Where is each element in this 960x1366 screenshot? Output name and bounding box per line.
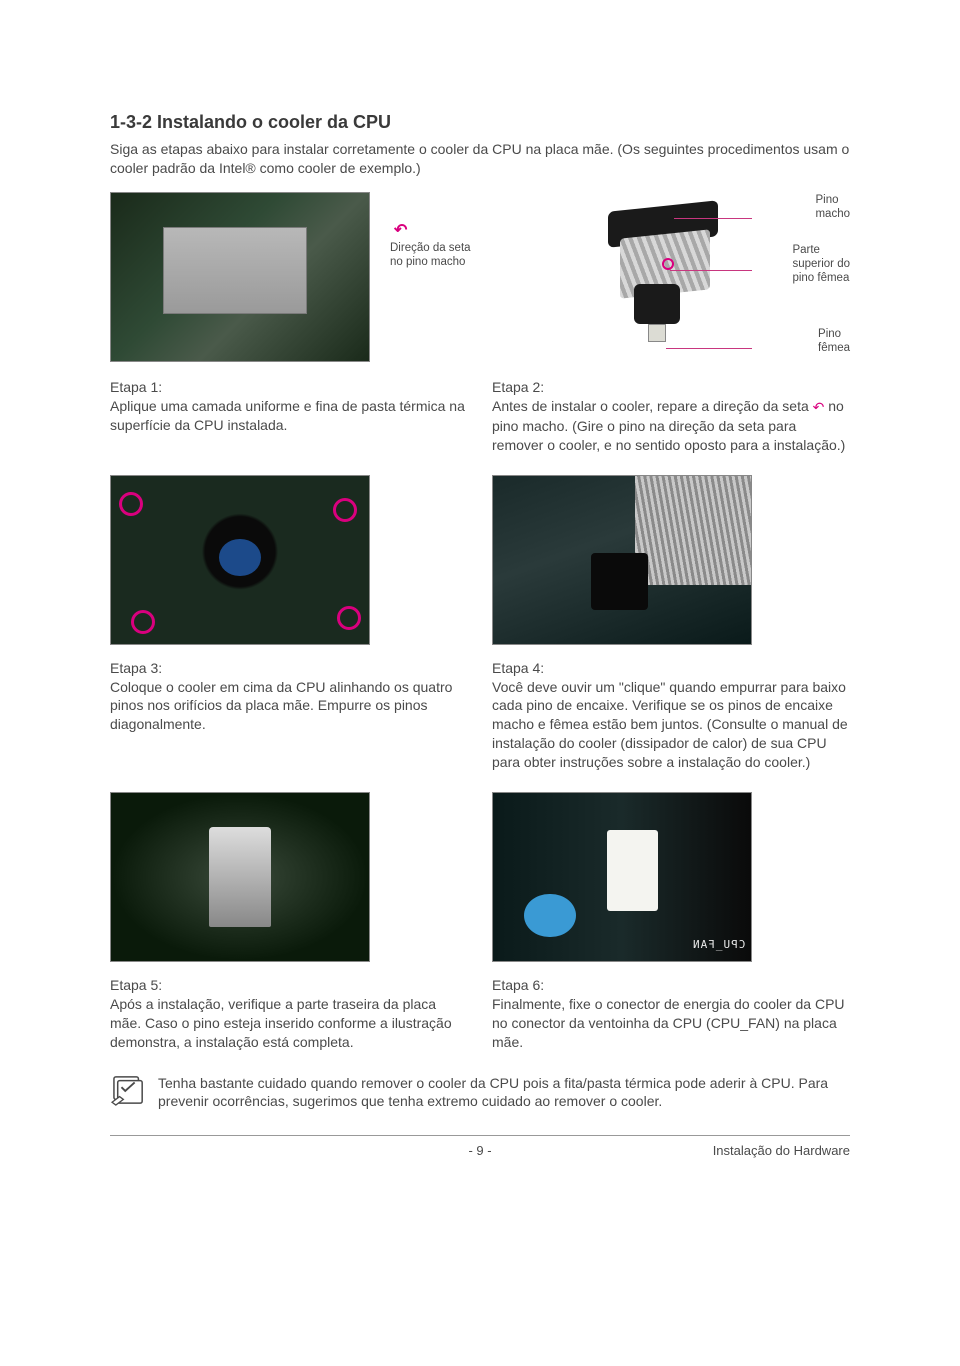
step-1: Etapa 1: Aplique uma camada uniforme e f…: [110, 378, 468, 461]
photo-step4-push-pin: [492, 475, 752, 645]
step-3-title: Etapa 3:: [110, 660, 162, 676]
inline-arrow-icon: ↶: [813, 399, 825, 415]
step-5: Etapa 5: Após a instalação, verifique a …: [110, 976, 468, 1058]
caution-note: Tenha bastante cuidado quando remover o …: [110, 1072, 850, 1114]
photo-step5-rear-pin: [110, 792, 370, 962]
page-number: - 9 -: [468, 1142, 491, 1160]
photo-step1-cpu-socket: [110, 192, 370, 362]
note-icon: [110, 1074, 148, 1106]
label-pin-male: Pino macho: [815, 194, 850, 222]
arrow-direction-label: Direção da seta no pino macho: [390, 242, 471, 270]
step-4-title: Etapa 4:: [492, 660, 544, 676]
photo-step3-cooler-on-cpu: [110, 475, 370, 645]
photo-step6-cpu-fan-header: CPU_FAN: [492, 792, 752, 962]
section-heading: 1-3-2 Instalando o cooler da CPU: [110, 110, 850, 134]
step-3-body: Coloque o cooler em cima da CPU alinhand…: [110, 679, 452, 733]
steps-row-5-6: Etapa 5: Após a instalação, verifique a …: [110, 976, 850, 1058]
step-1-body: Aplique uma camada uniforme e fina de pa…: [110, 398, 465, 433]
step-5-title: Etapa 5:: [110, 977, 162, 993]
step-2-title: Etapa 2:: [492, 379, 544, 395]
step-6: Etapa 6: Finalmente, fixe o conector de …: [492, 976, 850, 1058]
label-pin-female: Pino fêmea: [818, 328, 850, 356]
footer-section: Instalação do Hardware: [713, 1142, 850, 1160]
arrow-curve-icon: ↶: [394, 220, 407, 242]
note-text: Tenha bastante cuidado quando remover o …: [158, 1074, 850, 1112]
steps-row-1-2: Etapa 1: Aplique uma camada uniforme e f…: [110, 378, 850, 461]
diagram-row: ↶ Direção da seta no pino macho Pino mac…: [110, 192, 850, 372]
cooler-pin-diagram: ↶ Direção da seta no pino macho Pino mac…: [390, 192, 850, 372]
steps-row-3-4: Etapa 3: Coloque o cooler em cima da CPU…: [110, 659, 850, 778]
step-3: Etapa 3: Coloque o cooler em cima da CPU…: [110, 659, 468, 778]
step-6-body: Finalmente, fixe o conector de energia d…: [492, 996, 845, 1050]
intro-paragraph: Siga as etapas abaixo para instalar corr…: [110, 140, 850, 178]
step-2-body-before: Antes de instalar o cooler, repare a dir…: [492, 398, 813, 414]
label-top-female: Parte superior do pino fêmea: [792, 244, 850, 285]
step-2: Etapa 2: Antes de instalar o cooler, rep…: [492, 378, 850, 461]
step-1-title: Etapa 1:: [110, 379, 162, 395]
photos-row-5-6: CPU_FAN: [110, 792, 850, 962]
page-footer: - 9 - Instalação do Hardware: [110, 1135, 850, 1160]
step-6-title: Etapa 6:: [492, 977, 544, 993]
silkscreen-cpu-fan: CPU_FAN: [692, 938, 745, 953]
step-5-body: Após a instalação, verifique a parte tra…: [110, 996, 452, 1050]
cooler-graphic: [600, 198, 760, 358]
step-4: Etapa 4: Você deve ouvir um "clique" qua…: [492, 659, 850, 778]
photos-row-3-4: [110, 475, 850, 645]
step-4-body: Você deve ouvir um "clique" quando empur…: [492, 679, 848, 771]
